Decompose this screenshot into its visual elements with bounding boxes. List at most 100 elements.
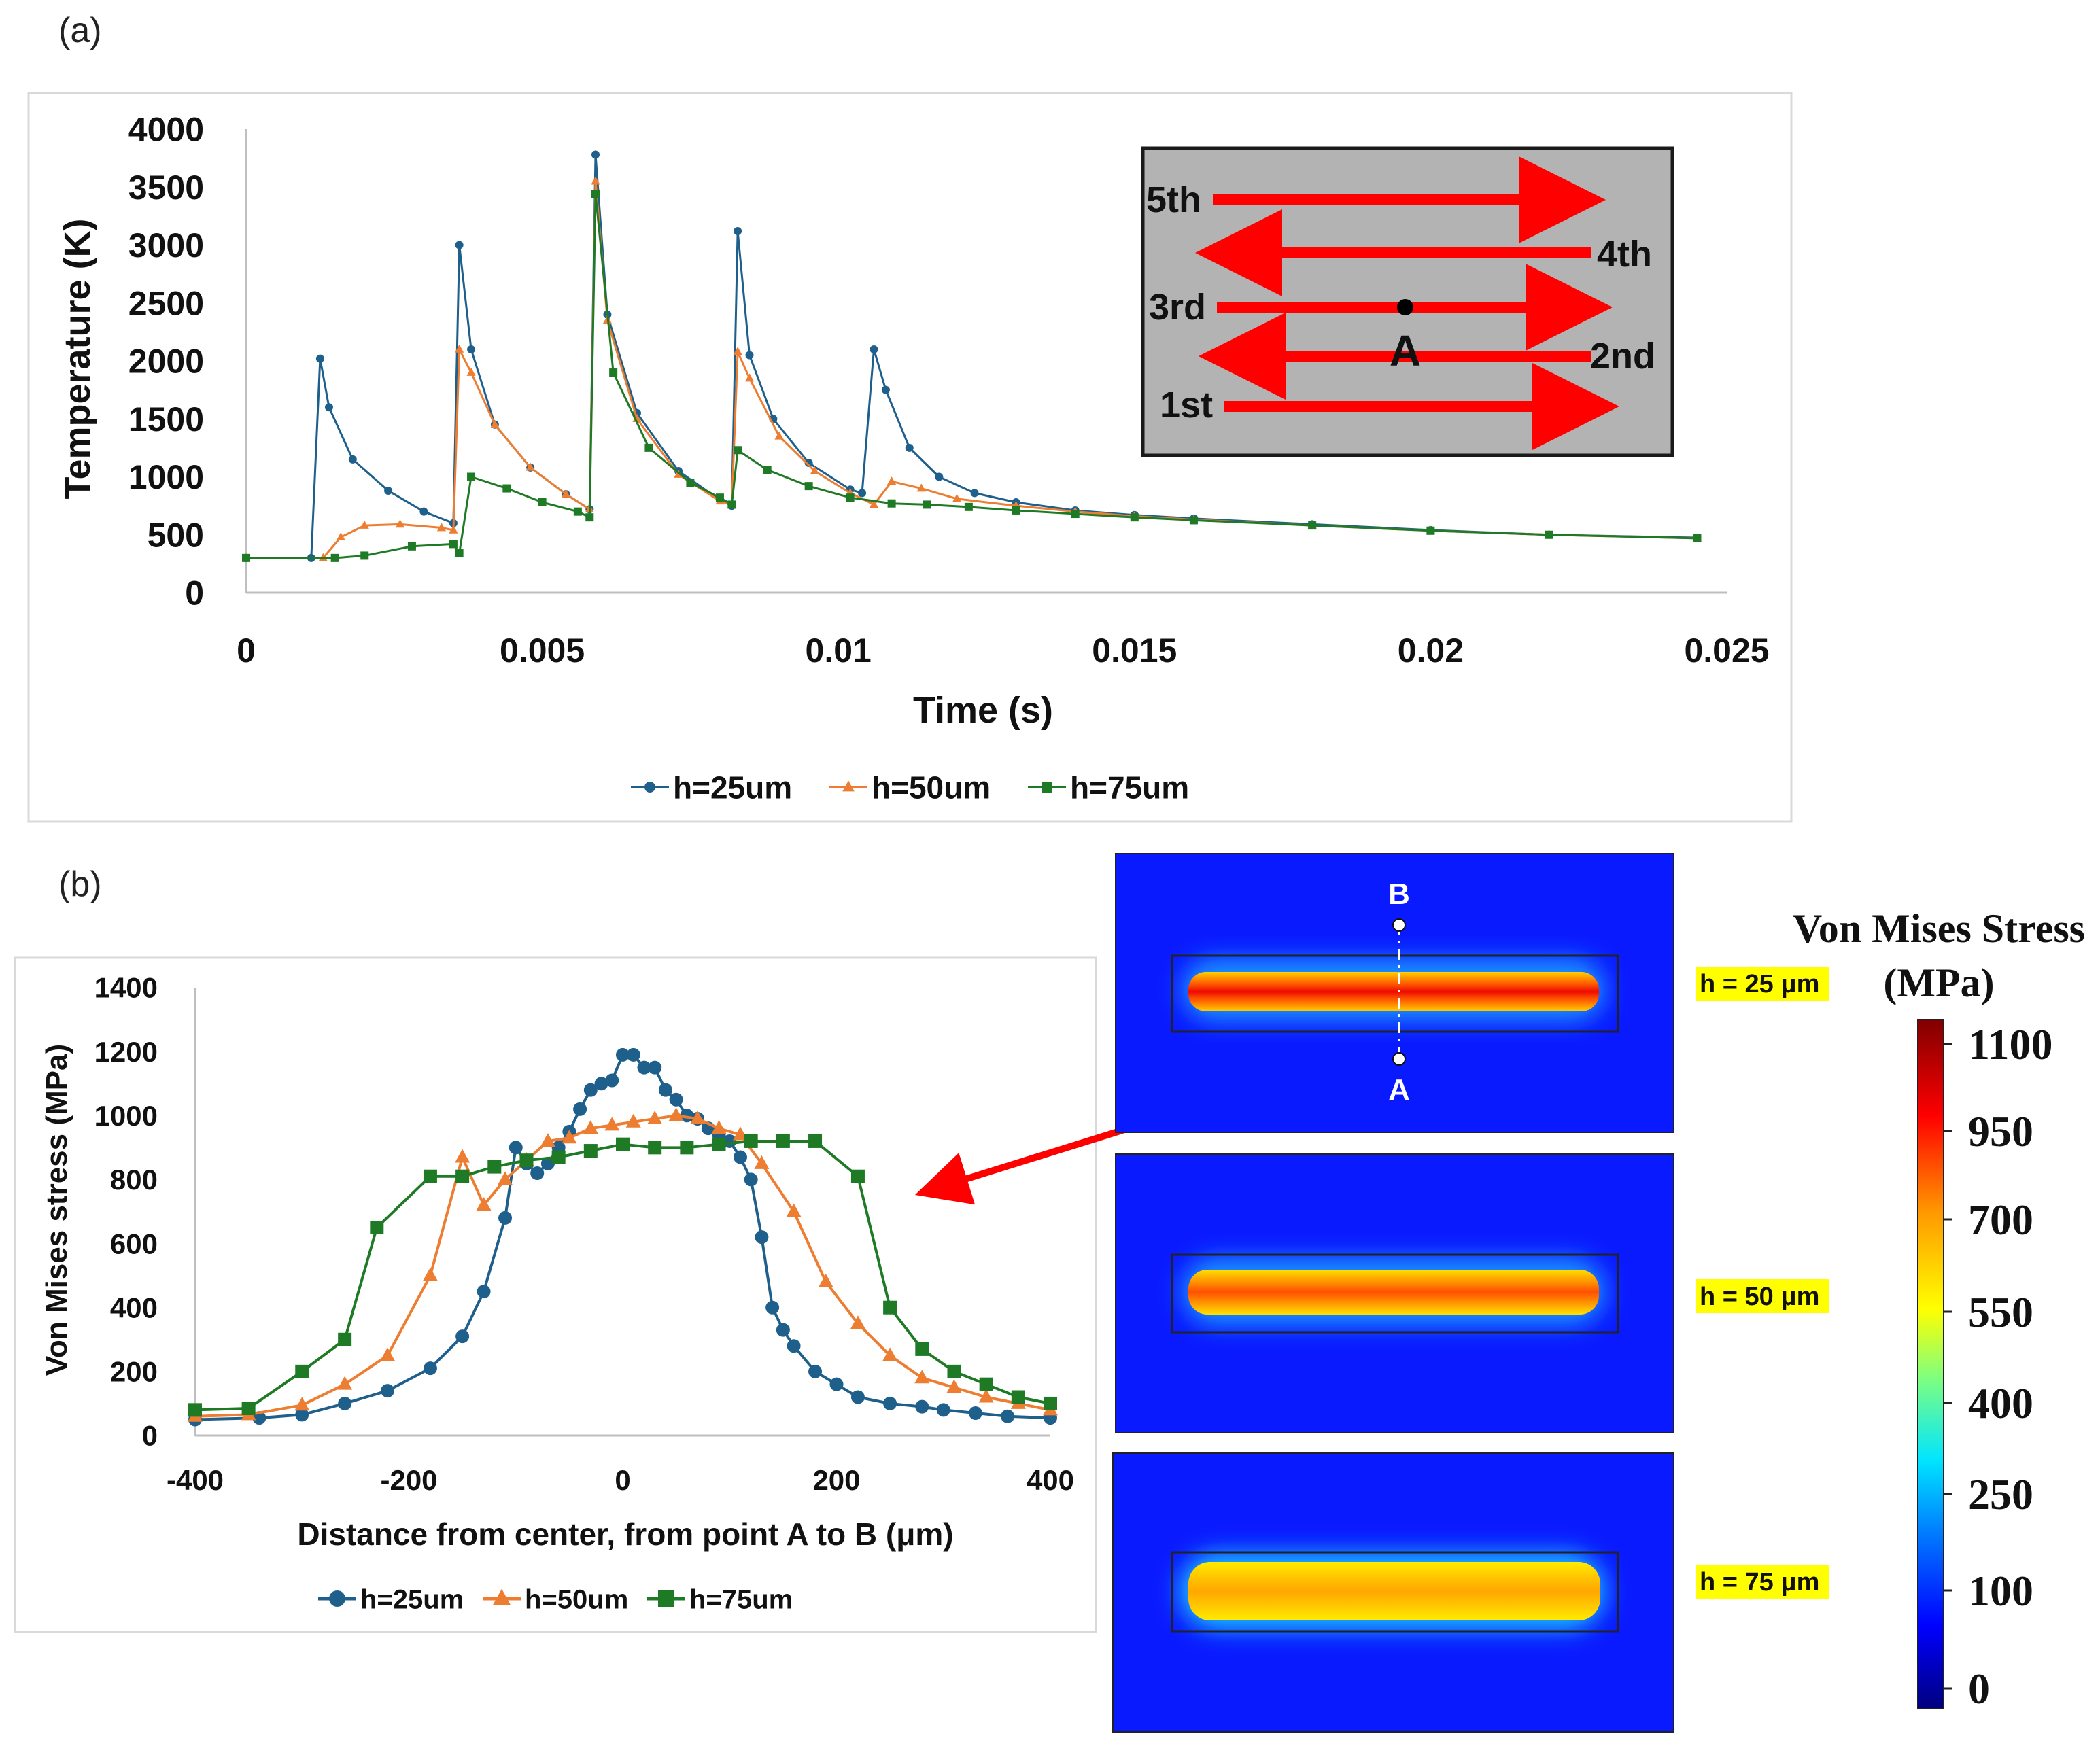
chartB-point-h=50um — [818, 1274, 833, 1288]
map-25-outline — [1171, 954, 1619, 1033]
map-50-outline — [1171, 1253, 1619, 1334]
panel-b-chart: -400 -200 0 200 400 0 200 400 600 800 1000 1200 1400… — [40, 972, 1074, 1615]
h50-label: h = 50 μm — [1700, 1283, 1819, 1311]
chartA-point-h=25um — [419, 507, 428, 516]
chartA-legend-entry: h=50um — [829, 770, 991, 805]
chartA-point-h=50um — [466, 367, 476, 376]
pass-label-3rd: 3rd — [1149, 287, 1206, 328]
chartB-point-h=75um — [883, 1300, 897, 1315]
chartB-point-h=25um — [381, 1384, 395, 1398]
h50-highlight — [1696, 1279, 1829, 1313]
pass-label-5th: 5th — [1146, 179, 1201, 220]
colorbar-tick-label: 1100 — [1968, 1020, 2052, 1068]
chartB-point-h=25um — [583, 1083, 598, 1097]
chartB-point-h=50um — [946, 1379, 962, 1393]
colorbar-tick-label: 950 — [1968, 1107, 2033, 1155]
chartB-point-h=50um — [914, 1370, 930, 1384]
map-25-label-b: B — [1388, 877, 1410, 911]
chartB-point-h=50um — [455, 1149, 470, 1163]
chartA-point-h=50um — [810, 466, 819, 474]
chartA-point-h=75um — [715, 493, 724, 502]
chartA-point-h=50um — [591, 176, 600, 185]
chartA-point-h=75um — [242, 553, 250, 562]
chartA-point-h=25um — [734, 227, 742, 236]
chartA-point-h=75um — [449, 540, 458, 549]
chartA-point-h=75um — [1426, 526, 1435, 535]
chartB-point-h=75um — [487, 1160, 502, 1174]
chartA-y-tick-label: 500 — [148, 516, 204, 554]
map-25-band — [1188, 972, 1599, 1011]
chartB-series-h=75um — [188, 1134, 1057, 1417]
chartA-point-h=75um — [734, 446, 742, 455]
chartA-point-h=50um — [952, 493, 962, 502]
chartB-point-h=25um — [829, 1377, 844, 1391]
chartB-point-h=50um — [978, 1389, 994, 1403]
chartA-x-tick-label: 0.015 — [1092, 631, 1177, 669]
chartB-point-h=25um — [637, 1060, 651, 1075]
chartA-point-h=75um — [1071, 510, 1080, 519]
chartA-point-h=50um — [733, 347, 742, 355]
chartA-point-h=25um — [970, 489, 979, 498]
chartB-legend-entry: h=25um — [318, 1584, 464, 1614]
chartA-point-h=75um — [1130, 513, 1139, 522]
chartA-point-h=75um — [686, 478, 695, 487]
chartB-point-h=25um — [530, 1166, 545, 1181]
chartB-x-tick-label: 0 — [615, 1464, 630, 1496]
chartA-point-h=50um — [744, 373, 755, 382]
colorbar-tick-label: 100 — [1968, 1567, 2033, 1615]
panel-a-ylabel: Temperature (K) — [57, 218, 98, 499]
chartA-point-h=25um — [348, 455, 357, 464]
point-a-label: A — [1390, 326, 1421, 375]
colorbar-title-line2: (MPa) — [1883, 960, 1994, 1005]
chartA-point-h=75um — [846, 493, 855, 502]
chartA-point-h=25um — [467, 345, 476, 353]
chartB-y-tick-label: 200 — [110, 1356, 158, 1388]
chartB-point-h=50um — [294, 1397, 310, 1411]
chartA-point-h=75um — [573, 507, 582, 516]
chartB-x-tick-label: 200 — [812, 1464, 860, 1496]
chartA-x-tick-label: 0.005 — [500, 631, 585, 669]
chartB-point-h=25um — [616, 1047, 630, 1062]
chartB-y-tick-label: 600 — [110, 1228, 158, 1259]
h75-label: h = 75 μm — [1700, 1568, 1819, 1597]
map-25-point-b — [1392, 918, 1406, 932]
chartA-legend-marker — [842, 780, 855, 792]
chartB-point-h=25um — [669, 1092, 683, 1107]
pass-label-1st: 1st — [1160, 385, 1213, 425]
chartB-point-h=75um — [616, 1137, 630, 1151]
chartB-point-h=50um — [337, 1376, 353, 1390]
chartB-point-h=50um — [882, 1347, 898, 1361]
chartA-y-tick-label: 0 — [185, 574, 204, 612]
chartB-point-h=25um — [936, 1403, 950, 1417]
chartB-point-h=25um — [968, 1406, 982, 1421]
chartB-legend-label: h=25um — [360, 1584, 464, 1614]
chartA-point-h=50um — [395, 519, 405, 528]
chartA-point-h=25um — [935, 472, 944, 481]
panel-b-ylabel: Von Mises stress (MPa) — [40, 1044, 73, 1376]
stress-map-25: B A — [1115, 853, 1674, 1133]
chartA-x-tick-label: 0.01 — [806, 631, 872, 669]
chartB-point-h=50um — [540, 1132, 555, 1147]
chartA-point-h=75um — [1012, 506, 1020, 515]
chartB-point-h=75um — [241, 1401, 256, 1415]
panel-a-label: (a) — [58, 11, 102, 50]
chartB-series-h=25um — [188, 1047, 1057, 1427]
chartB-point-h=50um — [476, 1197, 492, 1211]
chartB-point-h=25um — [915, 1399, 929, 1414]
chartA-y-tick-label: 3000 — [128, 226, 204, 264]
chartB-point-h=25um — [626, 1047, 640, 1062]
chartB-legend-label: h=50um — [525, 1584, 628, 1614]
chartA-point-h=75um — [644, 443, 653, 452]
chartB-point-h=75um — [712, 1137, 726, 1151]
chartB-legend-label: h=75um — [689, 1584, 793, 1614]
h25-highlight — [1696, 967, 1829, 1000]
chartB-point-h=75um — [551, 1150, 566, 1164]
chartB-legend-marker — [329, 1590, 345, 1607]
scan-path-inset: 5th 4th 3rd 2nd 1st A — [1141, 146, 1674, 457]
chartA-point-h=50um — [526, 462, 535, 471]
panel-a-legend: h=25um h=50um h=75um — [631, 770, 1189, 805]
chartB-point-h=25um — [658, 1083, 672, 1097]
chartA-point-h=25um — [745, 351, 754, 360]
chartB-point-h=75um — [370, 1221, 384, 1235]
chartA-point-h=75um — [502, 484, 511, 493]
